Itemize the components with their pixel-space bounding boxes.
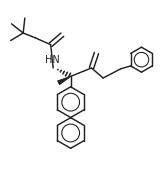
Polygon shape (57, 76, 71, 85)
Text: HN: HN (45, 55, 60, 65)
